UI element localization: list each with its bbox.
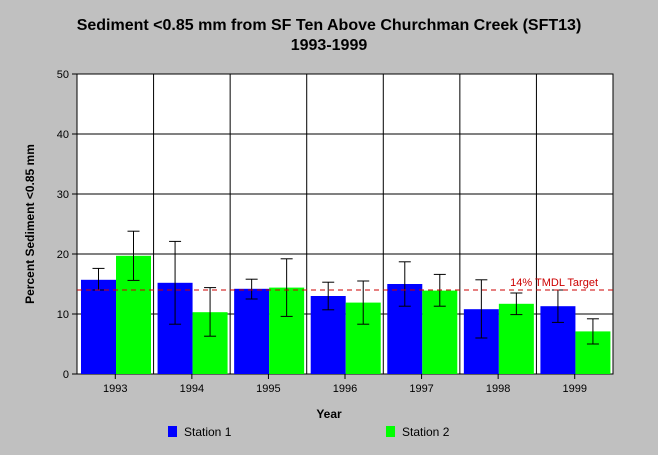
bar-2-1998 <box>498 303 534 374</box>
x-tick-label: 1997 <box>409 383 433 395</box>
error-bars <box>92 230 599 345</box>
y-ticks: 0 10 20 30 40 50 <box>57 69 77 381</box>
y-tick-label: 30 <box>57 189 69 201</box>
x-tick-label: 1996 <box>333 383 357 395</box>
legend-swatch-1 <box>168 426 177 437</box>
legend-swatch-2 <box>386 426 395 437</box>
y-tick-label: 10 <box>57 309 69 321</box>
x-tick-label: 1998 <box>486 383 510 395</box>
chart-subtitle: 1993-1999 <box>291 37 368 54</box>
chart-title: Sediment <0.85 mm from SF Ten Above Chur… <box>77 17 582 34</box>
reference-line-group: 14% TMDL Target <box>77 277 613 291</box>
reference-line-label: 14% TMDL Target <box>510 277 598 289</box>
bar-1-1995 <box>234 288 270 374</box>
x-tick-label: 1999 <box>562 383 586 395</box>
y-tick-label: 50 <box>57 69 69 81</box>
bar-1-1993 <box>81 279 116 374</box>
x-tick-label: 1994 <box>180 383 204 395</box>
legend-label-2: Station 2 <box>402 425 450 439</box>
legend-label-1: Station 1 <box>184 425 232 439</box>
x-axis-title: Year <box>316 407 342 421</box>
x-tick-label: 1993 <box>103 383 127 395</box>
x-tick-label: 1995 <box>256 383 280 395</box>
y-tick-label: 40 <box>57 129 69 141</box>
x-ticks: 1993 1994 1995 1996 1997 1998 1999 <box>103 374 587 395</box>
y-tick-label: 0 <box>63 369 69 381</box>
legend: Station 1 Station 2 <box>168 425 450 439</box>
y-axis-title: Percent Sediment <0.85 mm <box>23 144 37 304</box>
y-tick-label: 20 <box>57 249 69 261</box>
